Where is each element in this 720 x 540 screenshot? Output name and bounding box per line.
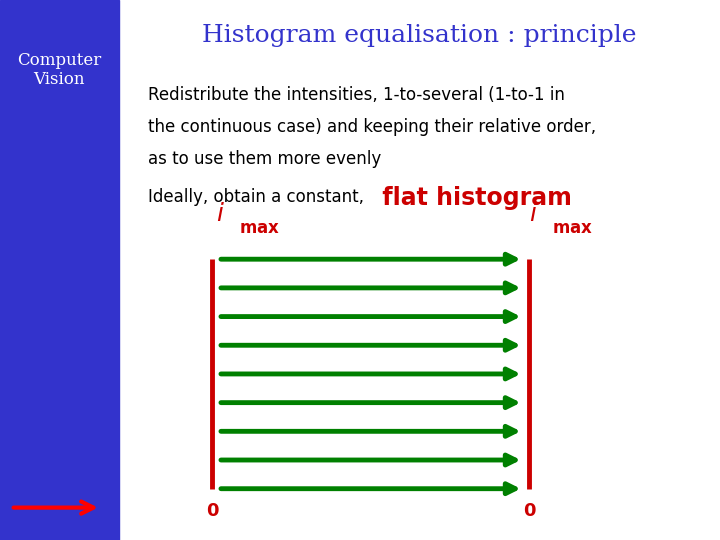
Bar xyxy=(0,0,119,540)
Text: the continuous case) and keeping their relative order,: the continuous case) and keeping their r… xyxy=(148,118,595,136)
Text: flat histogram: flat histogram xyxy=(374,186,572,210)
Text: Computer
Vision: Computer Vision xyxy=(17,52,102,89)
Text: $\mathbf{max}$: $\mathbf{max}$ xyxy=(239,219,280,237)
Text: Ideally, obtain a constant,: Ideally, obtain a constant, xyxy=(148,188,364,206)
Text: $\it{i}$: $\it{i}$ xyxy=(216,202,225,226)
Text: $\mathbf{max}$: $\mathbf{max}$ xyxy=(552,219,593,237)
Text: Histogram equalisation : principle: Histogram equalisation : principle xyxy=(202,24,636,46)
Text: Redistribute the intensities, 1-to-several (1-to-1 in: Redistribute the intensities, 1-to-sever… xyxy=(148,85,564,104)
Text: 0: 0 xyxy=(523,502,536,521)
Text: $\it{i}$: $\it{i}$ xyxy=(529,202,538,226)
Text: 0: 0 xyxy=(206,502,219,521)
Text: as to use them more evenly: as to use them more evenly xyxy=(148,150,381,168)
